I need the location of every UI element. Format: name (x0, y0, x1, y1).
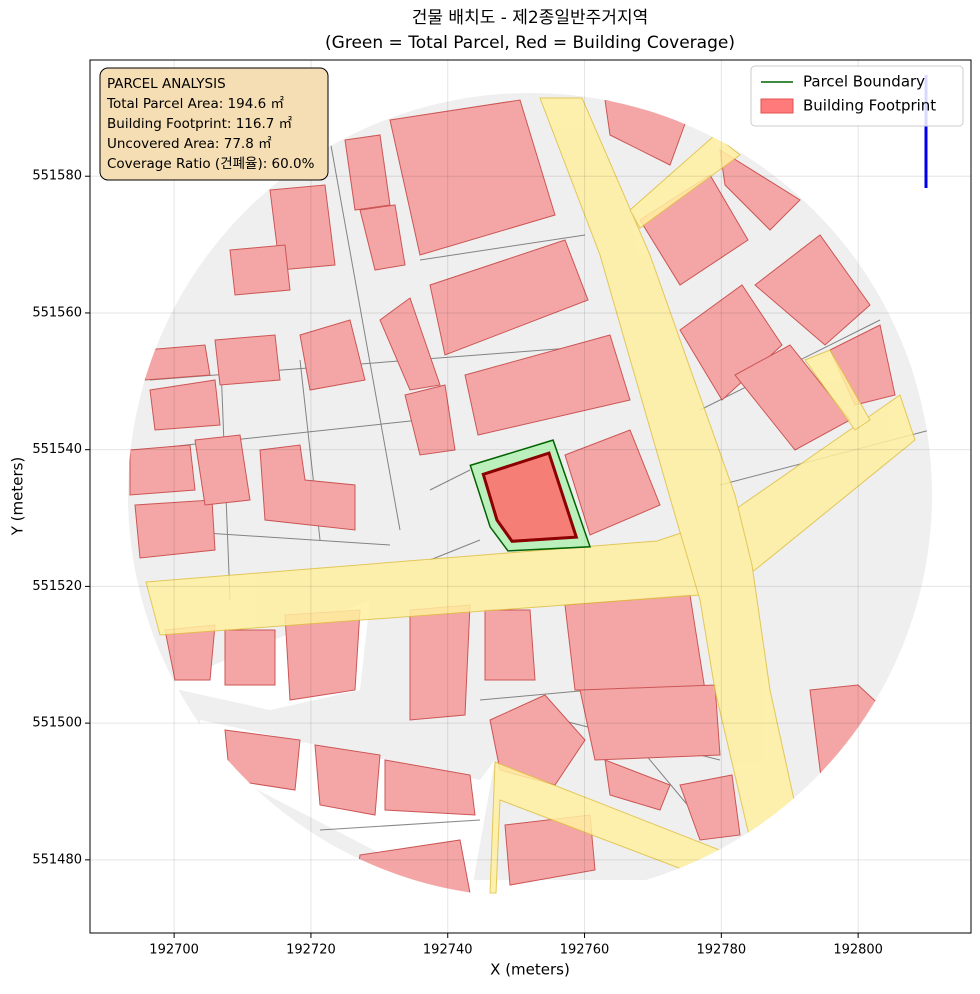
y-axis-label: Y (meters) (9, 457, 27, 537)
y-tick-label: 551520 (32, 579, 82, 594)
x-tick-label: 192780 (697, 943, 747, 958)
x-tick-label: 192740 (423, 943, 473, 958)
chart-subtitle: (Green = Total Parcel, Red = Building Co… (325, 33, 735, 53)
y-tick-label: 551480 (32, 852, 82, 867)
y-tick-label: 551500 (32, 716, 82, 731)
annotation-line: Total Parcel Area: 194.6 ㎡ (106, 96, 284, 112)
x-tick-label: 192700 (149, 943, 199, 958)
y-tick-label: 551580 (32, 169, 82, 184)
y-tick-label: 551540 (32, 442, 82, 457)
x-axis-label: X (meters) (490, 961, 570, 979)
x-tick-label: 192800 (833, 943, 883, 958)
annotation-box (99, 67, 329, 181)
annotation-line: Coverage Ratio (건폐율): 60.0% (107, 156, 315, 172)
y-tick-label: 551560 (32, 305, 82, 320)
x-tick-label: 192760 (560, 943, 610, 958)
legend-box (750, 65, 964, 127)
annotation-line: Building Footprint: 116.7 ㎡ (107, 116, 293, 132)
legend-swatch (760, 98, 794, 114)
building-footprint (481, 451, 579, 543)
annotation-line: Uncovered Area: 77.8 ㎡ (107, 136, 272, 152)
x-tick-label: 192720 (286, 943, 336, 958)
chart-title: 건물 배치도 - 제2종일반주거지역 (412, 8, 648, 28)
legend-label: Parcel Boundary (803, 73, 925, 91)
annotation-line: PARCEL ANALYSIS (107, 76, 226, 92)
plot-frame (89, 59, 972, 934)
legend-label: Building Footprint (803, 97, 936, 115)
